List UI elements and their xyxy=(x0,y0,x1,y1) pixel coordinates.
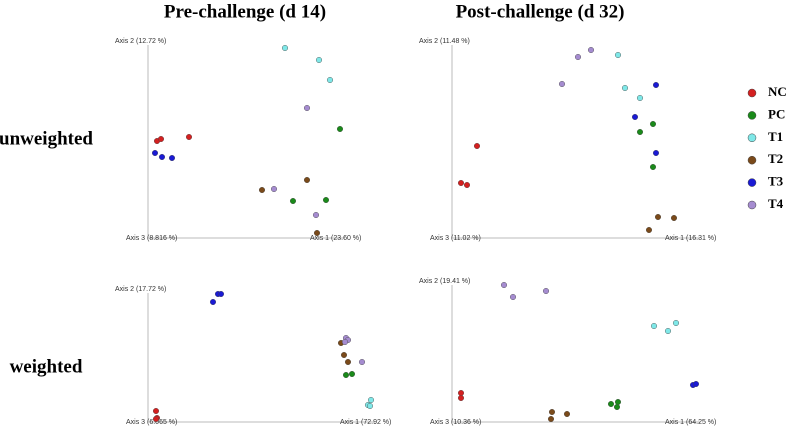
point xyxy=(653,149,660,156)
x-axis-label: Axis 1 (72.92 %) xyxy=(340,419,391,426)
point xyxy=(622,84,629,91)
point xyxy=(650,120,657,127)
y-axis-label: Axis 2 (12.72 %) xyxy=(115,38,166,45)
point xyxy=(614,404,621,411)
point xyxy=(458,179,465,186)
point xyxy=(693,381,700,388)
legend-marker xyxy=(747,111,757,120)
point xyxy=(327,76,334,83)
point xyxy=(349,371,356,378)
point xyxy=(259,186,266,193)
point xyxy=(290,197,297,204)
point xyxy=(458,390,465,397)
point xyxy=(337,125,344,132)
point xyxy=(608,401,615,408)
point xyxy=(646,226,653,233)
point xyxy=(655,213,662,220)
point xyxy=(157,135,164,142)
point xyxy=(304,176,311,183)
x-axis-label: Axis 1 (16.31 %) xyxy=(665,235,716,242)
point xyxy=(650,163,657,170)
point xyxy=(632,113,639,120)
point xyxy=(543,288,550,295)
point xyxy=(323,196,330,203)
point xyxy=(316,57,323,64)
point xyxy=(271,185,278,192)
row-title: weighted xyxy=(10,356,83,377)
point xyxy=(564,411,571,418)
point xyxy=(152,408,159,415)
point xyxy=(615,399,622,406)
column-title: Pre-challenge (d 14) xyxy=(164,1,326,22)
x-axis-label: Axis 1 (23.60 %) xyxy=(310,235,361,242)
point xyxy=(673,320,680,327)
point xyxy=(304,104,311,111)
point xyxy=(637,128,644,135)
point xyxy=(185,133,192,140)
point xyxy=(474,142,481,149)
point xyxy=(665,328,672,335)
point xyxy=(342,339,349,346)
point xyxy=(359,359,366,366)
origin-axis-label: Axis 3 (10.36 %) xyxy=(430,419,481,426)
point xyxy=(559,80,566,87)
y-axis-label: Axis 2 (19.41 %) xyxy=(419,278,470,285)
point xyxy=(653,81,660,88)
point xyxy=(458,395,465,402)
legend-label: PC xyxy=(768,106,785,121)
point xyxy=(152,416,159,423)
point xyxy=(343,372,350,379)
point xyxy=(282,45,289,52)
point xyxy=(158,153,165,160)
point xyxy=(651,323,658,330)
legend-marker xyxy=(747,133,757,143)
point xyxy=(549,409,556,416)
point xyxy=(588,47,595,54)
row-title: unweighted xyxy=(0,128,93,149)
legend-label: NC xyxy=(768,84,787,99)
point xyxy=(314,229,321,236)
point xyxy=(510,294,517,301)
origin-axis-label: Axis 3 (6.065 %) xyxy=(126,419,177,426)
point xyxy=(345,359,352,366)
point xyxy=(313,211,320,218)
column-title: Post-challenge (d 32) xyxy=(456,1,625,22)
point xyxy=(341,352,348,359)
legend-marker xyxy=(747,200,757,210)
legend-marker xyxy=(747,178,757,187)
point xyxy=(151,149,158,156)
point xyxy=(575,54,582,61)
y-axis-label: Axis 2 (11.48 %) xyxy=(419,38,470,45)
origin-axis-label: Axis 3 (11.02 %) xyxy=(430,235,481,242)
point xyxy=(671,214,678,221)
legend-label: T4 xyxy=(768,196,784,211)
legend-label: T3 xyxy=(768,174,784,189)
x-axis-label: Axis 1 (64.25 %) xyxy=(665,419,716,426)
point xyxy=(637,94,644,101)
legend-label: T1 xyxy=(768,129,783,144)
point xyxy=(615,52,622,59)
legend-marker xyxy=(747,88,757,98)
y-axis-label: Axis 2 (17.72 %) xyxy=(115,286,166,293)
point xyxy=(368,397,375,404)
origin-axis-label: Axis 3 (8.816 %) xyxy=(126,235,177,242)
point xyxy=(209,299,216,306)
point xyxy=(464,181,471,188)
legend-label: T2 xyxy=(768,151,783,166)
legend-marker xyxy=(747,155,757,165)
point xyxy=(367,403,374,410)
point xyxy=(548,416,555,423)
point xyxy=(217,291,224,298)
point xyxy=(501,282,508,289)
point xyxy=(168,154,175,161)
